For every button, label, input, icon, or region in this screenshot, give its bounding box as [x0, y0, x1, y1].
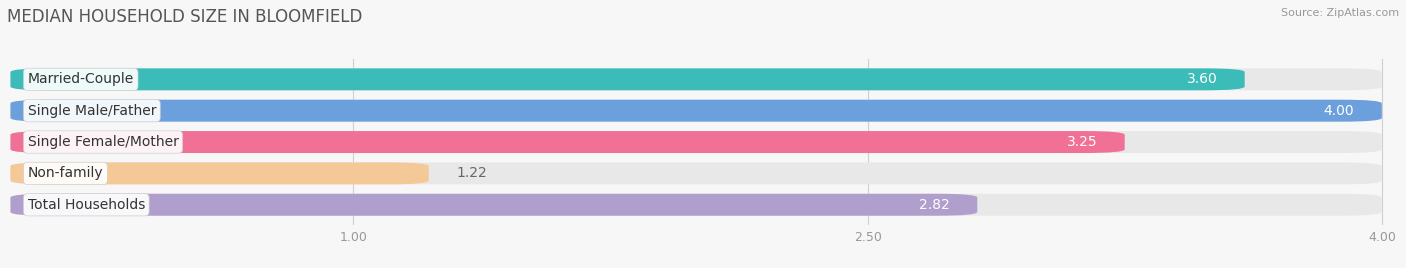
Text: 2.82: 2.82 [920, 198, 950, 212]
FancyBboxPatch shape [10, 162, 429, 184]
Text: Total Households: Total Households [28, 198, 145, 212]
FancyBboxPatch shape [10, 68, 1382, 90]
Text: Married-Couple: Married-Couple [28, 72, 134, 86]
FancyBboxPatch shape [10, 68, 1244, 90]
Text: Single Female/Mother: Single Female/Mother [28, 135, 179, 149]
Text: 1.22: 1.22 [456, 166, 486, 180]
Text: MEDIAN HOUSEHOLD SIZE IN BLOOMFIELD: MEDIAN HOUSEHOLD SIZE IN BLOOMFIELD [7, 8, 363, 26]
Text: 4.00: 4.00 [1324, 104, 1354, 118]
FancyBboxPatch shape [10, 100, 1382, 122]
FancyBboxPatch shape [10, 194, 1382, 216]
Text: Source: ZipAtlas.com: Source: ZipAtlas.com [1281, 8, 1399, 18]
FancyBboxPatch shape [10, 100, 1382, 122]
FancyBboxPatch shape [10, 194, 977, 216]
FancyBboxPatch shape [10, 162, 1382, 184]
Text: Single Male/Father: Single Male/Father [28, 104, 156, 118]
FancyBboxPatch shape [10, 131, 1125, 153]
Text: 3.25: 3.25 [1067, 135, 1097, 149]
FancyBboxPatch shape [10, 131, 1382, 153]
Text: Non-family: Non-family [28, 166, 103, 180]
Text: 3.60: 3.60 [1187, 72, 1218, 86]
